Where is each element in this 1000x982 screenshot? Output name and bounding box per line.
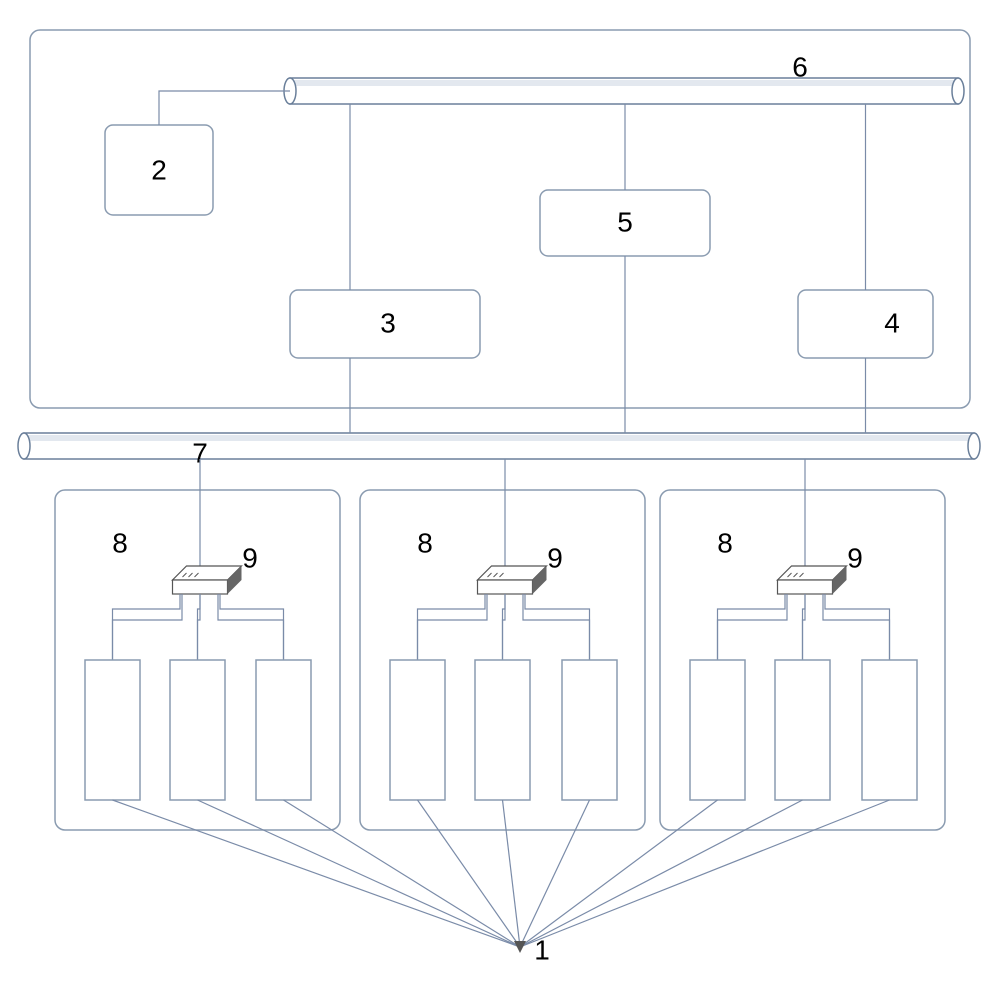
device-3-label: 9 [847,542,863,573]
converge-label: 1 [534,934,550,965]
terminal-9 [862,660,917,800]
node-4 [798,290,933,358]
terminal-5 [475,660,530,800]
terminal-1 [85,660,140,800]
node-2-label: 2 [151,154,167,185]
device-1-label: 9 [242,542,258,573]
terminal-8 [775,660,830,800]
node-4-label: 4 [884,307,900,338]
container-2-label: 8 [417,527,433,558]
terminal-4 [390,660,445,800]
converge-arrow [514,941,526,953]
container-3-label: 8 [717,527,733,558]
terminal-6 [562,660,617,800]
node-5-label: 5 [617,206,633,237]
container-1-label: 8 [112,527,128,558]
node-3-label: 3 [380,307,396,338]
device-2-label: 9 [547,542,563,573]
terminal-2 [170,660,225,800]
terminal-7 [690,660,745,800]
terminal-3 [256,660,311,800]
system-diagram: 6723548889991 [0,0,1000,982]
bus-6-label: 6 [792,51,808,82]
